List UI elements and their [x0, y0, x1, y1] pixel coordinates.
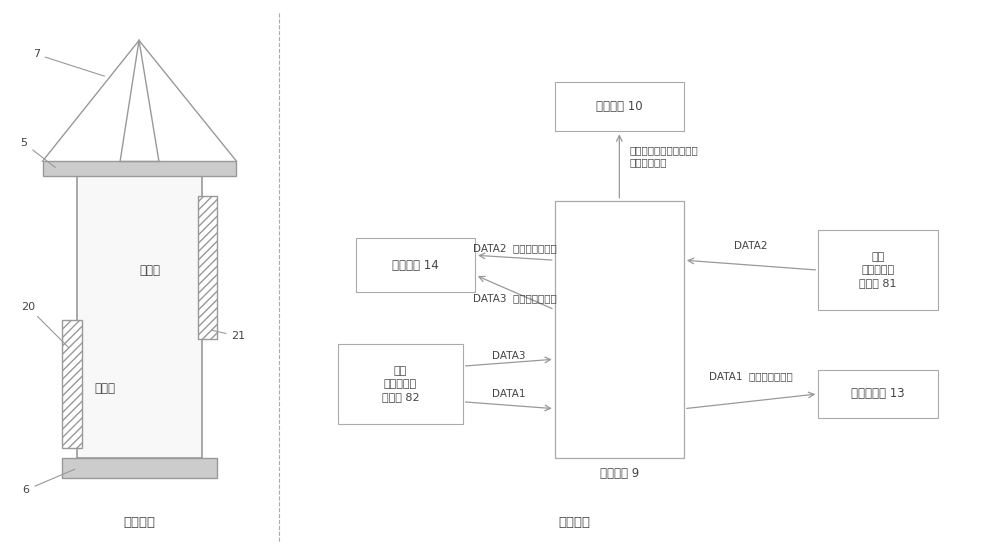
Text: DATA2  超過第二預設值: DATA2 超過第二預設值 — [473, 243, 557, 253]
Bar — [77, 171, 202, 458]
Text: DATA2: DATA2 — [734, 241, 768, 251]
Text: 吸風式風扇 13: 吸風式風扇 13 — [851, 388, 905, 400]
Bar — [338, 344, 463, 423]
Text: 自然排風: 自然排風 — [123, 516, 155, 529]
Bar — [62, 320, 82, 449]
Text: 21: 21 — [211, 330, 246, 342]
Bar — [43, 161, 236, 176]
Text: 第一
溫度和濕度
傳感器 81: 第一 溫度和濕度 傳感器 81 — [859, 252, 897, 288]
Bar — [555, 82, 684, 132]
Text: 抽氣裝置 14: 抽氣裝置 14 — [392, 259, 439, 272]
Bar — [818, 370, 938, 418]
Bar — [555, 201, 684, 458]
Text: 20: 20 — [21, 302, 68, 347]
Bar — [356, 238, 475, 292]
Text: 第二
溫度和濕度
傳感器 82: 第二 溫度和濕度 傳感器 82 — [382, 366, 419, 402]
Text: 出氣窗: 出氣窗 — [139, 264, 160, 277]
Text: DATA1  超過第一預設值: DATA1 超過第一預設值 — [709, 371, 793, 381]
Text: 報警模塊 10: 報警模塊 10 — [596, 100, 643, 113]
Text: 控制模塊 9: 控制模塊 9 — [600, 466, 639, 479]
Text: 5: 5 — [21, 138, 55, 167]
Text: 強制排風: 強制排風 — [559, 516, 591, 529]
Text: 6: 6 — [23, 469, 75, 495]
Bar — [818, 231, 938, 310]
Text: 7: 7 — [33, 49, 105, 76]
Bar — [198, 196, 217, 339]
Bar — [62, 458, 217, 478]
Text: 超過所述第三預設值持續
一段時間之后: 超過所述第三預設值持續 一段時間之后 — [629, 145, 698, 167]
Text: DATA3  超過第三預設值: DATA3 超過第三預設值 — [473, 293, 557, 303]
Text: 進氣窗: 進氣窗 — [95, 382, 116, 395]
Text: DATA1: DATA1 — [492, 389, 525, 399]
Text: DATA3: DATA3 — [492, 351, 525, 361]
